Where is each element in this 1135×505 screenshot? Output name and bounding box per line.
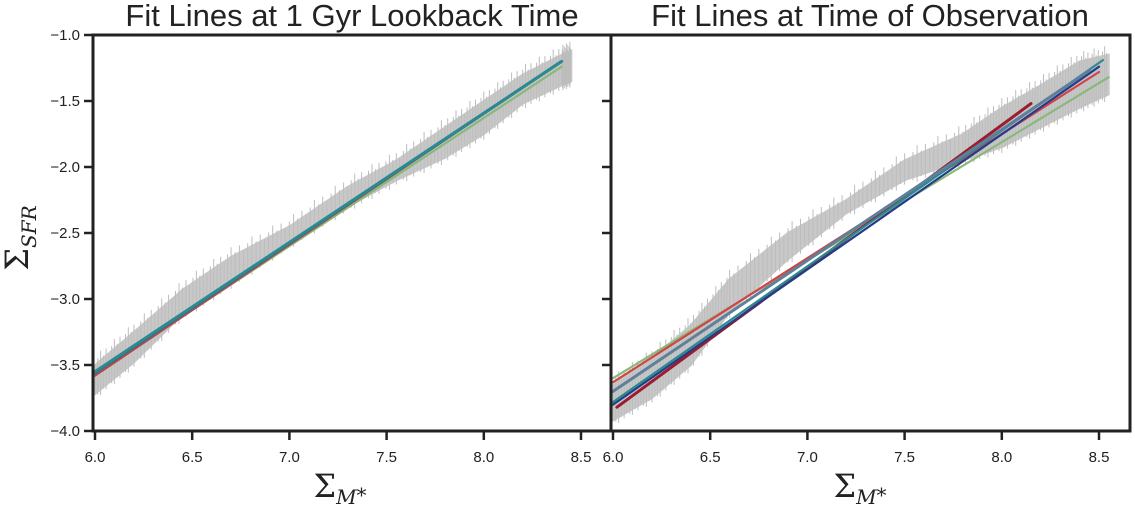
y-tick-label: −3.0: [50, 291, 80, 308]
x-tick-label: 6.0: [603, 449, 624, 466]
y-tick-label: −4.0: [50, 423, 80, 440]
x-axis-label-right: ΣM*: [833, 467, 886, 505]
data-scatter-band: [612, 53, 1110, 423]
x-tick-label: 7.5: [894, 449, 915, 466]
panel-left: Fit Lines at 1 Gyr Lookback Time 6.0 6.5 7…: [0, 0, 613, 505]
x-tick-label: 6.0: [85, 449, 106, 466]
fit-line-4: [611, 65, 1101, 406]
plot-area-right: [611, 46, 1110, 423]
y-tick-label: −1.5: [50, 93, 80, 110]
x-tick-label: 8.5: [1089, 449, 1110, 466]
fit-line-4: [93, 59, 564, 374]
panel-right: Fit Lines at Time of Observation 6.0 6.5 7…: [602, 0, 1132, 505]
chart-title-right: Fit Lines at Time of Observation: [651, 0, 1089, 33]
plot-area-left: [93, 41, 573, 397]
x-tick-label: 8.0: [991, 449, 1012, 466]
x-tick-label: 8.0: [473, 449, 494, 466]
y-tick-label: −2.0: [50, 159, 80, 176]
fit-line-6: [611, 69, 1091, 393]
x-tick-label: 7.5: [376, 449, 397, 466]
chart-title-left: Fit Lines at 1 Gyr Lookback Time: [125, 0, 578, 33]
x-tick-label: 8.5: [571, 449, 592, 466]
x-tick-label: 7.0: [797, 449, 818, 466]
x-tick-label: 7.0: [279, 449, 300, 466]
x-tick-label: 6.5: [182, 449, 203, 466]
x-axis-label-left: ΣM*: [313, 467, 366, 505]
x-tick-label: 6.5: [700, 449, 721, 466]
y-tick-label: −3.5: [50, 357, 80, 374]
y-axis-label: ΣSFR: [0, 205, 41, 270]
y-tick-label: −2.5: [50, 225, 80, 242]
ticks-left: 6.0 6.5 7.0 7.5 8.0 8.5 −1.0 −1.5 −2.0 −2.5 −3.0 −3…: [50, 27, 591, 466]
y-tick-label: −1.0: [50, 27, 80, 44]
ticks-right: 6.0 6.5 7.0 7.5 8.0 8.5: [602, 33, 1110, 466]
